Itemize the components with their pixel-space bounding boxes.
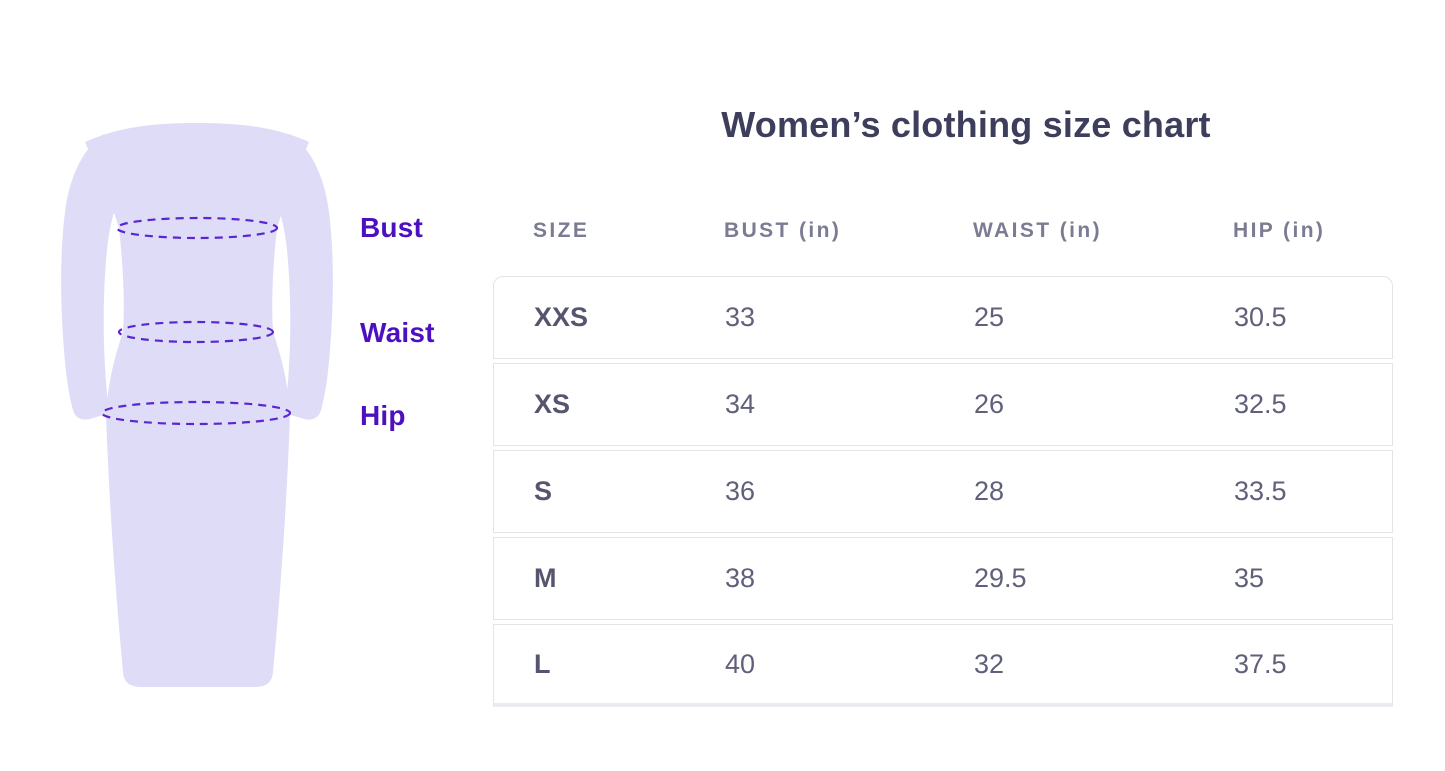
hip-cell: 37.5	[1234, 648, 1287, 679]
bust-cell: 36	[725, 476, 756, 506]
header-bust: BUST (in)	[724, 219, 842, 242]
page-title: Women’s clothing size chart	[721, 104, 1211, 145]
hip-cell: 30.5	[1234, 302, 1287, 332]
bust-cell: 38	[725, 563, 756, 593]
table-row: XXS 33 25 30.5	[493, 276, 1393, 359]
bust-cell: 40	[725, 648, 756, 679]
waist-cell: 25	[974, 302, 1005, 332]
waist-cell: 32	[974, 648, 1005, 679]
dress-left-sleeve	[61, 134, 120, 420]
waist-cell: 26	[974, 389, 1005, 419]
table-row: S 36 28 33.5	[493, 450, 1393, 533]
hip-cell: 32.5	[1234, 389, 1287, 419]
size-cell: L	[534, 648, 551, 679]
hip-cell: 33.5	[1234, 476, 1287, 506]
waist-cell: 29.5	[974, 563, 1027, 593]
header-size: SIZE	[533, 219, 590, 242]
dress-illustration	[58, 120, 342, 695]
table-row: L 40 32 37.5	[493, 624, 1393, 707]
table-row: M 38 29.5 35	[493, 537, 1393, 620]
size-cell: M	[534, 563, 557, 593]
size-cell: XXS	[534, 302, 589, 332]
size-cell: XS	[534, 389, 571, 419]
waist-cell: 28	[974, 476, 1005, 506]
bust-label: Bust	[360, 212, 424, 243]
dress-silhouette	[61, 123, 333, 687]
waist-measurement-line	[117, 320, 275, 344]
bust-cell: 33	[725, 302, 756, 332]
size-table: XXS 33 25 30.5 XS 34 26 32.5 S 36 28 33.…	[493, 276, 1393, 707]
dress-right-sleeve	[274, 134, 333, 420]
hip-measurement-line	[100, 400, 292, 426]
dress-body	[85, 123, 309, 687]
header-waist: WAIST (in)	[973, 219, 1102, 242]
header-hip: HIP (in)	[1233, 219, 1326, 242]
waist-label: Waist	[360, 317, 435, 348]
size-cell: S	[534, 476, 553, 506]
table-header-row: SIZE BUST (in) WAIST (in) HIP (in)	[493, 219, 1393, 243]
bust-measurement-line	[115, 216, 279, 240]
table-row: XS 34 26 32.5	[493, 363, 1393, 446]
bust-cell: 34	[725, 389, 756, 419]
hip-cell: 35	[1234, 563, 1265, 593]
hip-label: Hip	[360, 400, 406, 431]
